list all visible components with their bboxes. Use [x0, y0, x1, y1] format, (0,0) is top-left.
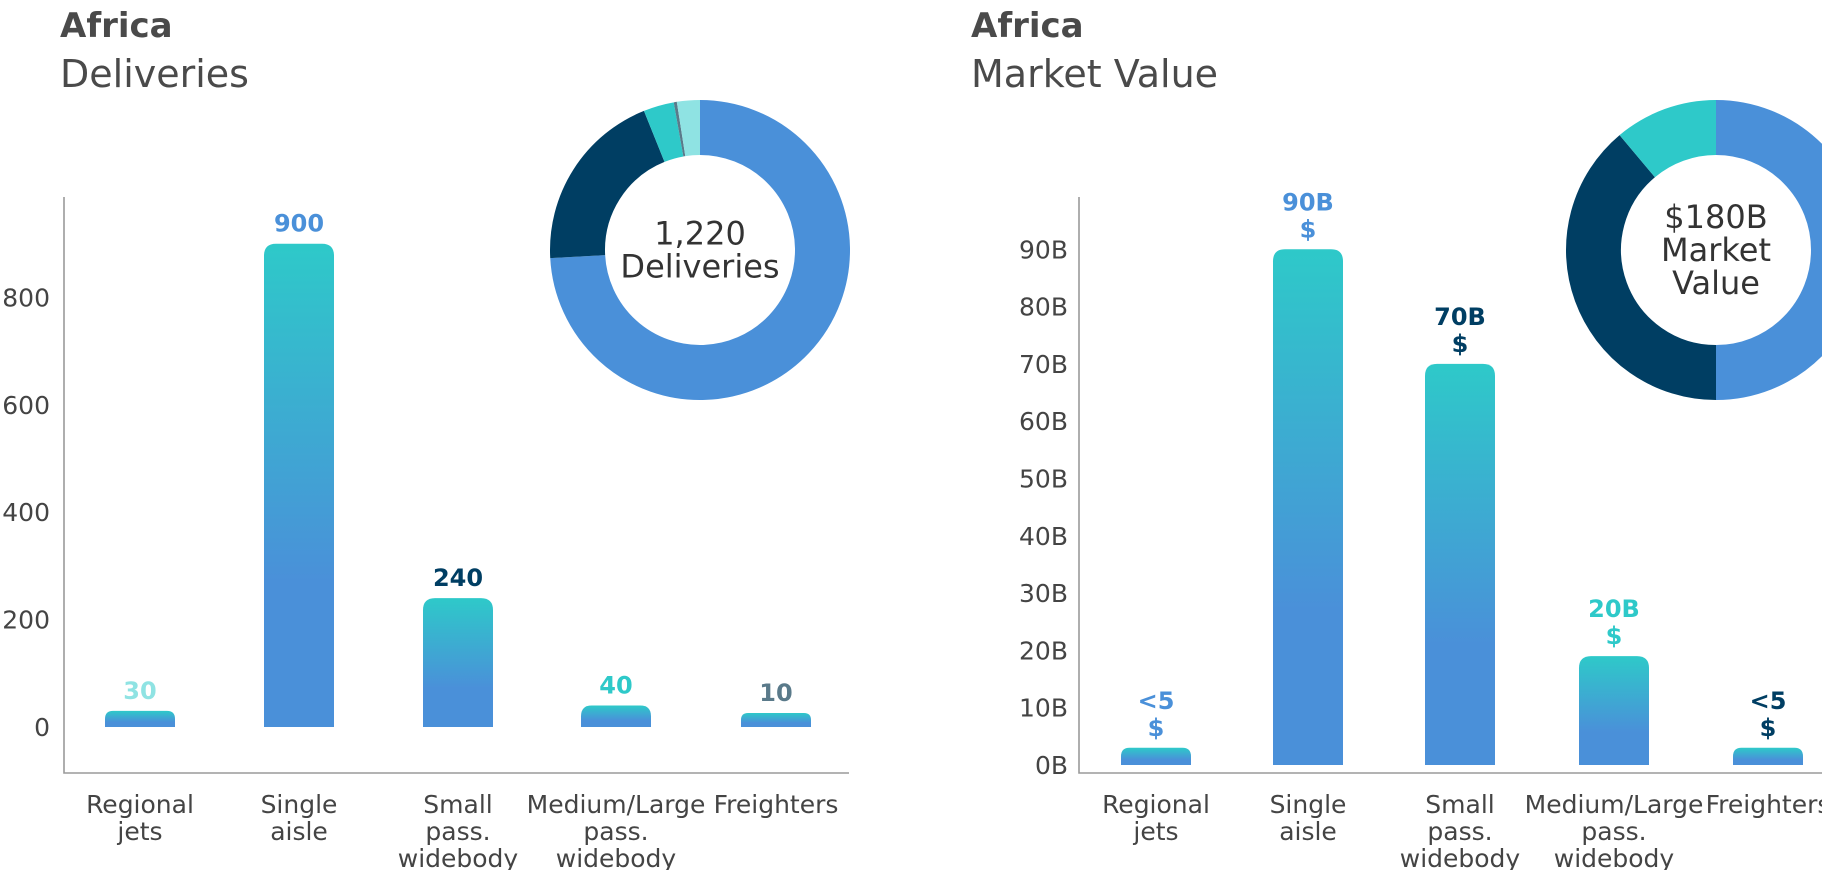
- bar-value-label: $: [1148, 714, 1165, 742]
- x-category-label: Small: [423, 790, 492, 819]
- y-tick-label: 200: [2, 606, 50, 635]
- x-category-label: widebody: [1400, 844, 1521, 870]
- donut-segment: [550, 100, 850, 400]
- x-category-label: widebody: [398, 844, 519, 870]
- y-tick-label: 600: [2, 391, 50, 420]
- x-category-label: Single: [1270, 790, 1347, 819]
- bar-value-label: $: [1452, 330, 1469, 358]
- bar-value-label: 900: [274, 210, 324, 238]
- x-category-label: Regional: [86, 790, 194, 819]
- donut-segment: [643, 102, 685, 163]
- y-tick-label: 20B: [1019, 636, 1068, 665]
- bar: [741, 713, 811, 727]
- bar-value-label: 10: [759, 679, 792, 707]
- y-tick-label: 30B: [1019, 579, 1068, 608]
- deliveries-panel: Africa Deliveries 0 200 400 600 800 30 Regiona…: [2, 6, 850, 870]
- region-title: Africa: [971, 6, 1084, 46]
- y-tick-label: 60B: [1019, 407, 1068, 436]
- bar-value-label: 70B: [1434, 303, 1486, 331]
- chart-title: Market Value: [971, 52, 1219, 96]
- bar: [105, 710, 175, 727]
- x-category-label: jets: [116, 817, 162, 846]
- bar: [581, 705, 651, 727]
- bar: [1425, 363, 1495, 765]
- y-tick-label: 80B: [1019, 293, 1068, 322]
- x-category-label: aisle: [270, 817, 328, 846]
- bar-value-label: $: [1760, 714, 1777, 742]
- bar-value-label: $: [1300, 215, 1317, 243]
- x-category-label: Single: [261, 790, 338, 819]
- bar-value-label: <5: [1138, 687, 1175, 715]
- donut-segment: [1566, 135, 1717, 400]
- market-value-chart: 0B10B20B30B40B50B60B70B80B90B<5$Regional…: [1019, 100, 1822, 870]
- donut-center-label: $180B: [1664, 198, 1767, 236]
- region-title: Africa: [60, 6, 173, 46]
- bar: [1273, 249, 1343, 766]
- bar-value-label: $: [1606, 622, 1623, 650]
- axis-line: [63, 197, 849, 774]
- x-category-label: Freighters: [714, 790, 839, 819]
- x-category-label: Small: [1425, 790, 1494, 819]
- x-category-label: pass.: [425, 817, 490, 846]
- donut-center-label: Market: [1661, 231, 1771, 269]
- donut-segment: [1619, 100, 1717, 178]
- x-category-label: jets: [1132, 817, 1178, 846]
- donut-segment: [676, 100, 701, 157]
- donut-center-label: Deliveries: [620, 248, 779, 286]
- y-tick-label: 0: [34, 713, 50, 742]
- x-category-label: Freighters: [1706, 790, 1822, 819]
- y-tick-label: 0B: [1035, 751, 1068, 780]
- bar-value-label: 20B: [1588, 595, 1640, 623]
- donut-segment: [550, 110, 666, 259]
- x-category-label: Medium/Large: [1525, 790, 1704, 819]
- x-category-label: Regional: [1102, 790, 1210, 819]
- x-category-label: Medium/Large: [527, 790, 706, 819]
- y-tick-label: 400: [2, 498, 50, 527]
- bar: [423, 598, 493, 727]
- donut-center-label: 1,220: [654, 215, 746, 253]
- x-category-label: widebody: [556, 844, 677, 870]
- donut-segment: [1715, 100, 1822, 400]
- y-tick-label: 70B: [1019, 350, 1068, 379]
- x-category-label: widebody: [1554, 844, 1675, 870]
- market-value-panel: Africa Market Value 0B 10B 20B 30B 40B 50B 60B…: [911, 0, 1822, 870]
- x-category-label: aisle: [1279, 817, 1337, 846]
- donut-center-label: Value: [1672, 264, 1760, 302]
- bar-value-label: 40: [599, 672, 632, 700]
- y-tick-label: 800: [2, 283, 50, 312]
- x-category-label: pass.: [1427, 817, 1492, 846]
- bar: [1579, 656, 1649, 765]
- bar: [1733, 747, 1803, 765]
- bar: [264, 243, 334, 727]
- y-tick-label: 10B: [1019, 694, 1068, 723]
- y-tick-label: 90B: [1019, 235, 1068, 264]
- x-category-label: pass.: [1581, 817, 1646, 846]
- bar-value-label: <5: [1750, 687, 1787, 715]
- y-tick-label: 40B: [1019, 522, 1068, 551]
- bar-value-label: 90B: [1282, 188, 1334, 216]
- chart-title: Deliveries: [60, 52, 249, 96]
- axis-line: [1078, 197, 1822, 774]
- bar: [1121, 747, 1191, 765]
- y-tick-label: 50B: [1019, 465, 1068, 494]
- bar-value-label: 240: [433, 564, 483, 592]
- bar-value-label: 30: [123, 677, 156, 705]
- x-category-label: pass.: [583, 817, 648, 846]
